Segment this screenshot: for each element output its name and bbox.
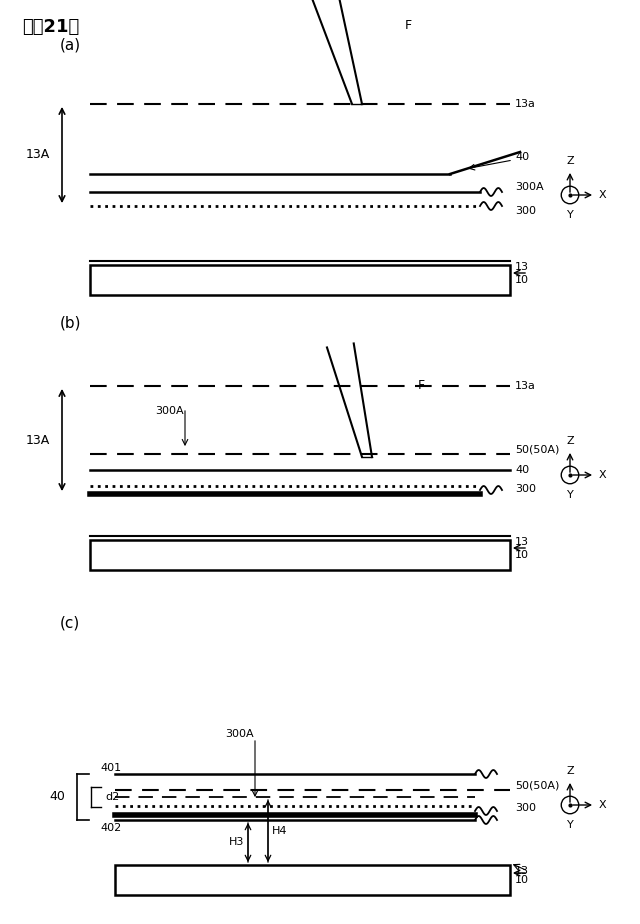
Text: (b): (b) bbox=[60, 315, 81, 330]
Text: 300: 300 bbox=[515, 803, 536, 813]
Text: X: X bbox=[599, 470, 607, 480]
Text: F: F bbox=[405, 19, 412, 32]
Text: 300: 300 bbox=[515, 206, 536, 216]
Text: d2: d2 bbox=[105, 792, 119, 802]
Bar bbox=[90, 265, 510, 295]
Text: 50(50A): 50(50A) bbox=[515, 444, 559, 454]
Text: 40: 40 bbox=[515, 152, 529, 162]
Text: (a): (a) bbox=[60, 38, 81, 53]
Text: 300A: 300A bbox=[226, 729, 254, 739]
Text: H4: H4 bbox=[272, 826, 287, 836]
Text: X: X bbox=[599, 190, 607, 200]
Text: 13: 13 bbox=[515, 262, 529, 272]
Text: X: X bbox=[599, 800, 607, 810]
Text: 13: 13 bbox=[515, 866, 529, 876]
Text: 13a: 13a bbox=[515, 381, 536, 391]
Bar bbox=[115, 865, 510, 895]
Text: F: F bbox=[418, 379, 425, 392]
Text: 10: 10 bbox=[515, 550, 529, 560]
Text: Z: Z bbox=[566, 436, 574, 446]
Text: 13a: 13a bbox=[515, 99, 536, 109]
Text: 40: 40 bbox=[515, 465, 529, 475]
Text: 10: 10 bbox=[515, 275, 529, 285]
Text: 300A: 300A bbox=[515, 182, 543, 192]
Text: Y: Y bbox=[566, 490, 573, 500]
Text: Y: Y bbox=[566, 210, 573, 220]
Text: 13A: 13A bbox=[26, 149, 50, 162]
Text: 10: 10 bbox=[515, 875, 529, 885]
Text: Y: Y bbox=[566, 820, 573, 830]
Text: 【図21】: 【図21】 bbox=[22, 18, 79, 36]
Text: H3: H3 bbox=[228, 837, 244, 847]
Text: 50(50A): 50(50A) bbox=[515, 780, 559, 790]
Text: 402: 402 bbox=[100, 823, 121, 833]
Text: 13: 13 bbox=[515, 537, 529, 547]
Text: 300: 300 bbox=[515, 484, 536, 494]
Text: (c): (c) bbox=[60, 615, 80, 630]
Text: Z: Z bbox=[566, 156, 574, 166]
Text: 401: 401 bbox=[100, 763, 121, 773]
Text: 40: 40 bbox=[49, 791, 65, 804]
Bar bbox=[90, 540, 510, 570]
Text: 300A: 300A bbox=[155, 406, 184, 416]
Text: 13A: 13A bbox=[26, 433, 50, 446]
Text: Z: Z bbox=[566, 766, 574, 776]
